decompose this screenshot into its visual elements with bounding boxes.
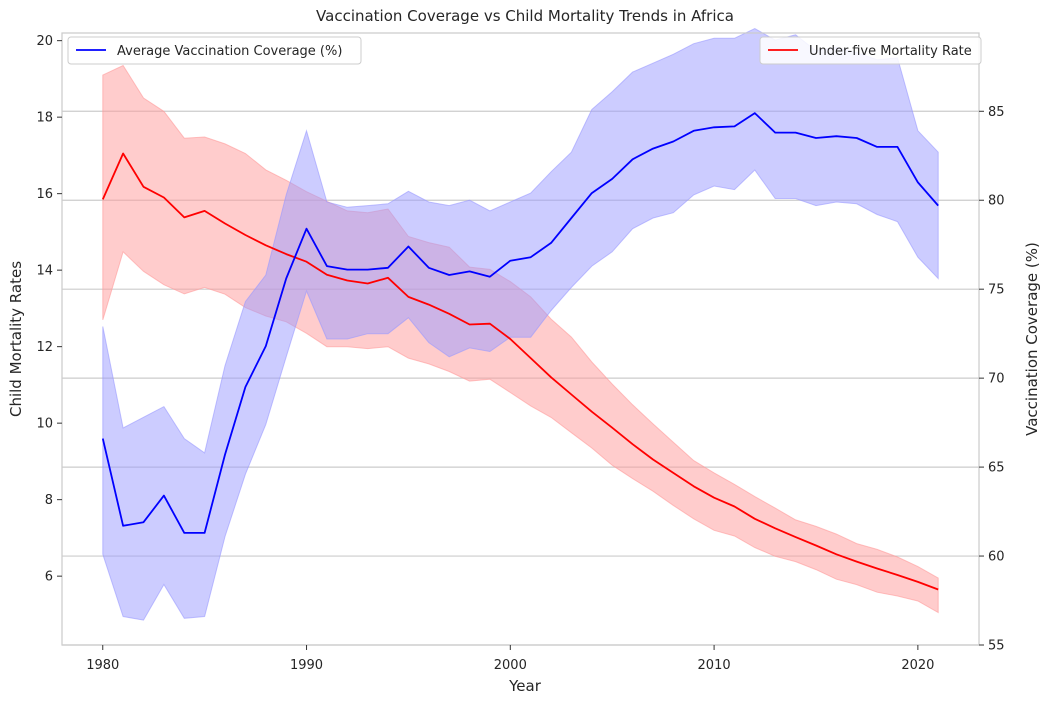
left-y-axis-ticks: 6 8 10 12 14 16 18 20 [36, 34, 62, 585]
band-series-1 [102, 28, 939, 621]
left-y-tick-label-6: 6 [45, 570, 53, 585]
left-y-tick-label-14: 14 [36, 264, 53, 279]
x-tick-label-2020: 2020 [901, 658, 934, 673]
right-y-axis-ticks: 55 60 65 70 75 80 85 [979, 105, 1005, 654]
legend-left-frame [67, 36, 362, 65]
chart-title: Vaccination Coverage vs Child Mortality … [316, 7, 734, 25]
left-y-tick-label-12: 12 [36, 340, 53, 355]
right-y-tick-label-60: 60 [988, 550, 1005, 565]
x-tick-label-1980: 1980 [86, 658, 119, 673]
x-axis-ticks: 1980 1990 2000 2010 2020 [86, 645, 934, 673]
plot-frame [61, 32, 980, 646]
right-y-tick-label-75: 75 [988, 283, 1005, 298]
series-lines [101, 112, 939, 591]
legend-right: Under-five Mortality Rate [759, 36, 982, 65]
right-y-tick-label-65: 65 [988, 461, 1005, 476]
x-tick-label-2010: 2010 [698, 658, 731, 673]
x-tick-label-2000: 2000 [494, 658, 527, 673]
left-y-tick-label-18: 18 [36, 111, 53, 126]
x-axis-title: Year [508, 677, 542, 695]
left-y-tick-label-16: 16 [36, 187, 53, 202]
x-tick-label-1990: 1990 [290, 658, 323, 673]
legend-right-frame [759, 36, 982, 65]
left-y-tick-label-8: 8 [45, 493, 53, 508]
right-y-tick-label-55: 55 [988, 639, 1005, 654]
confidence-bands [102, 28, 939, 621]
right-y-tick-label-85: 85 [988, 105, 1005, 120]
line-series-0 [101, 152, 939, 591]
right-y-tick-label-80: 80 [988, 194, 1005, 209]
legend-right-label: Under-five Mortality Rate [809, 44, 972, 59]
left-y-tick-label-10: 10 [36, 417, 53, 432]
left-y-axis-title: Child Mortality Rates [7, 261, 25, 417]
right-y-axis-title: Vaccination Coverage (%) [1023, 242, 1041, 436]
right-y-tick-label-70: 70 [988, 372, 1005, 387]
legend-left: Average Vaccination Coverage (%) [67, 36, 362, 65]
legend-left-label: Average Vaccination Coverage (%) [117, 44, 342, 59]
left-y-tick-label-20: 20 [36, 34, 53, 49]
line-series-1 [101, 112, 939, 534]
